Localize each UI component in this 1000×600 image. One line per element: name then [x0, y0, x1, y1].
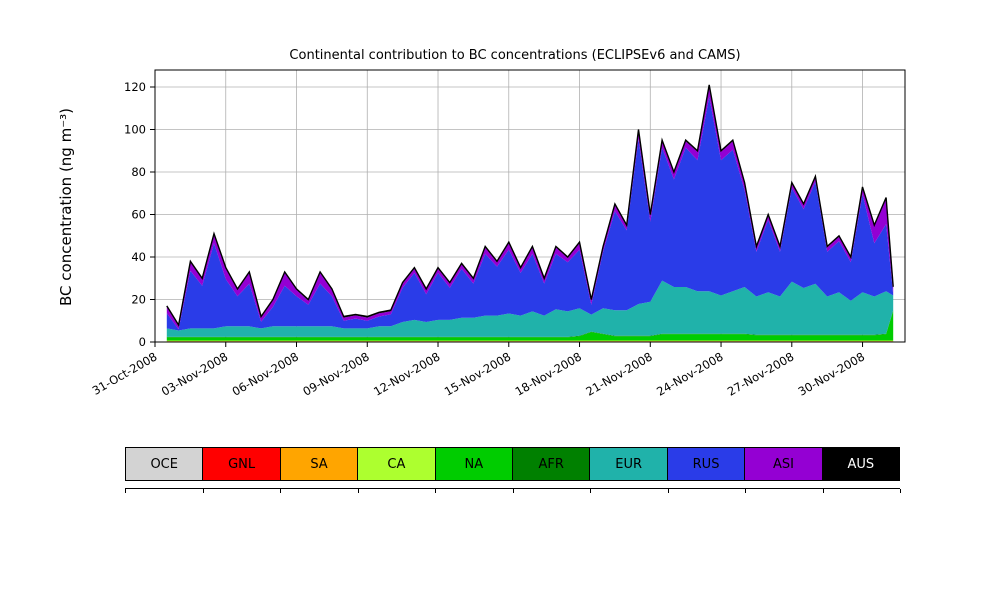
x-tick-label: 18-Nov-2008 — [513, 349, 584, 398]
y-tick-label: 20 — [131, 293, 146, 307]
legend-item-eur: EUR — [589, 447, 668, 481]
area-rus — [166, 96, 894, 331]
chart-title: Continental contribution to BC concentra… — [289, 48, 741, 63]
x-tick-label: 21-Nov-2008 — [583, 349, 654, 398]
x-tick-label: 06-Nov-2008 — [230, 349, 301, 398]
x-tick-label: 03-Nov-2008 — [159, 349, 230, 398]
x-tick-label: 15-Nov-2008 — [442, 349, 513, 398]
legend-axis-strip — [125, 488, 901, 494]
legend-item-sa: SA — [279, 447, 359, 481]
y-tick-label: 80 — [131, 165, 146, 179]
legend-axis-tick — [357, 489, 359, 493]
y-tick-label: 120 — [124, 80, 146, 94]
legend-item-asi: ASI — [744, 447, 823, 481]
legend-axis-tick — [280, 489, 281, 493]
legend-axis-tick — [202, 489, 204, 493]
legend-item-oce: OCE — [125, 447, 204, 481]
area-na — [166, 310, 894, 341]
x-tick-label: 09-Nov-2008 — [300, 349, 371, 398]
y-tick-label: 60 — [131, 208, 146, 222]
legend-item-na: NA — [434, 447, 514, 481]
legend-item-afr: AFR — [512, 447, 591, 481]
legend-axis-tick — [590, 489, 591, 493]
legend-item-gnl: GNL — [202, 447, 281, 481]
x-tick-label: 12-Nov-2008 — [371, 349, 442, 398]
y-tick-label: 40 — [131, 250, 146, 264]
x-tick-label: 27-Nov-2008 — [725, 349, 796, 398]
y-tick-label: 100 — [124, 123, 146, 137]
total-outline — [166, 84, 894, 327]
legend-item-ca: CA — [357, 447, 436, 481]
legend-item-rus: RUS — [666, 447, 746, 481]
area-eur — [166, 280, 894, 337]
legend: OCE GNL SA CA NA AFR EUR RUS ASI AUS — [125, 447, 901, 481]
axes-frame — [154, 69, 906, 343]
y-tick-label: 0 — [139, 335, 146, 349]
area-ca — [166, 340, 894, 342]
legend-axis-tick — [745, 489, 746, 493]
x-tick-label: 31-Oct-2008 — [90, 349, 160, 397]
legend-axis-tick — [822, 489, 824, 493]
legend-item-aus: AUS — [821, 447, 901, 481]
x-tick-label: 30-Nov-2008 — [796, 349, 867, 398]
bc-stacked-area-chart: 0 20 40 60 80 100 120 31-Oct-2008 03-Nov-2008 06-… — [90, 69, 906, 399]
legend-axis-tick — [125, 489, 126, 493]
legend-axis-tick — [667, 489, 669, 493]
legend-axis-tick — [900, 489, 901, 493]
legend-axis-tick — [512, 489, 514, 493]
legend-axis-tick — [435, 489, 436, 493]
x-tick-label: 24-Nov-2008 — [654, 349, 725, 398]
